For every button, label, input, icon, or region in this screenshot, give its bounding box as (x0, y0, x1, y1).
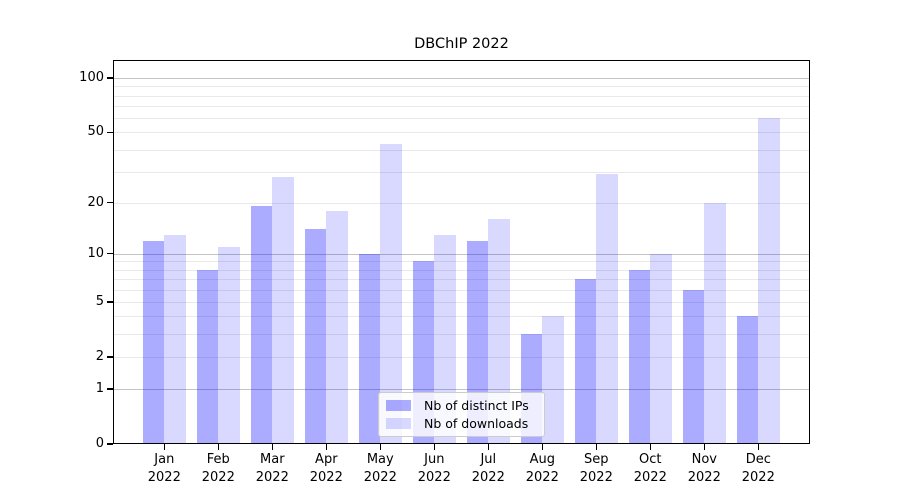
x-tick-mar (271, 444, 273, 450)
gridline-minor-30 (113, 171, 810, 173)
x-tick-apr (325, 444, 327, 450)
x-tick-may (379, 444, 381, 450)
bar-jun-downloads (434, 234, 456, 444)
y-tick-label-50: 50 (87, 124, 104, 140)
x-tick-label-sep: Sep 2022 (579, 452, 613, 485)
gridline-minor-5 (113, 301, 810, 303)
legend-label-downloads: Nb of downloads (424, 416, 529, 431)
bar-apr-downloads (326, 210, 348, 444)
x-tick-feb (217, 444, 219, 450)
bar-dec-distinct-ips (736, 316, 759, 444)
gridline-minor-6 (113, 289, 810, 291)
x-tick-label-oct: Oct 2022 (633, 452, 667, 485)
bar-mar-downloads (272, 177, 294, 444)
bar-apr-distinct-ips (304, 229, 327, 444)
gridline-minor-3 (113, 334, 810, 336)
x-tick-jul (487, 444, 489, 450)
x-tick-aug (541, 444, 543, 450)
gridline-minor-9 (113, 261, 810, 263)
bar-may-distinct-ips (358, 253, 381, 444)
y-tick-label-1: 1 (95, 381, 104, 396)
x-tick-label-dec: Dec 2022 (741, 452, 775, 485)
y-tick-label-100: 100 (79, 70, 104, 85)
gridline-minor-40 (113, 149, 810, 151)
gridline-minor-20 (113, 202, 810, 204)
x-tick-oct (649, 444, 651, 450)
x-tick-sep (595, 444, 597, 450)
y-tick-label-10: 10 (87, 245, 104, 261)
bar-nov-distinct-ips (682, 289, 705, 444)
x-tick-label-may: May 2022 (363, 452, 397, 485)
legend-swatch-downloads (386, 418, 411, 429)
x-tick-label-apr: Apr 2022 (309, 452, 343, 485)
gridline-minor-60 (113, 118, 810, 119)
bar-nov-downloads (704, 202, 726, 444)
bar-oct-downloads (650, 253, 672, 444)
legend-row-downloads: Nb of downloads (379, 416, 544, 431)
y-tick-50 (107, 131, 113, 133)
x-tick-dec (757, 444, 759, 450)
x-tick-label-nov: Nov 2022 (687, 452, 721, 485)
gridline-minor-4 (113, 316, 810, 318)
y-tick-20 (107, 202, 113, 204)
plot-area (113, 60, 810, 444)
gridline-minor-90 (113, 86, 810, 88)
gridline-minor-2 (113, 356, 810, 358)
chart-title: DBChIP 2022 (414, 36, 509, 52)
x-tick-label-jan: Jan 2022 (147, 452, 181, 485)
y-tick-100 (107, 77, 113, 79)
y-tick-label-0: 0 (95, 436, 104, 451)
x-tick-jun (433, 444, 435, 450)
bar-dec-downloads (758, 118, 780, 444)
bar-mar-distinct-ips (250, 206, 273, 444)
bar-aug-downloads (542, 316, 564, 444)
x-tick-label-jul: Jul 2022 (471, 452, 505, 485)
bar-feb-distinct-ips (196, 269, 219, 444)
gridline-major-1 (113, 389, 810, 390)
bar-sep-downloads (596, 174, 618, 444)
bar-jan-downloads (164, 234, 186, 444)
y-tick-0 (107, 443, 113, 445)
gridline-minor-70 (113, 106, 810, 107)
x-tick-label-feb: Feb 2022 (201, 452, 235, 485)
bar-feb-downloads (218, 246, 240, 444)
x-tick-jan (163, 444, 165, 450)
bar-may-downloads (380, 143, 402, 444)
y-tick-5 (107, 301, 113, 303)
bar-jul-downloads (488, 219, 510, 444)
x-tick-label-aug: Aug 2022 (525, 452, 559, 485)
gridline-major-10 (113, 253, 810, 255)
x-tick-label-jun: Jun 2022 (417, 452, 451, 485)
legend-row-distinct-ips: Nb of distinct IPs (379, 398, 544, 413)
y-tick-label-5: 5 (95, 293, 104, 309)
y-tick-10 (107, 253, 113, 255)
y-tick-label-2: 2 (95, 348, 104, 364)
bar-sep-distinct-ips (574, 279, 597, 444)
gridline-major-100 (113, 78, 810, 79)
x-tick-label-mar: Mar 2022 (255, 452, 289, 485)
bar-jan-distinct-ips (142, 240, 165, 444)
x-tick-nov (703, 444, 705, 450)
gridline-minor-7 (113, 279, 810, 281)
y-tick-1 (107, 388, 113, 390)
gridline-minor-50 (113, 132, 810, 134)
legend: Nb of distinct IPs Nb of downloads (378, 392, 545, 437)
y-tick-label-20: 20 (87, 194, 104, 210)
y-tick-2 (107, 356, 113, 358)
gridline-minor-8 (113, 269, 810, 271)
bar-oct-distinct-ips (628, 269, 651, 444)
gridline-minor-80 (113, 95, 810, 97)
legend-label-distinct-ips: Nb of distinct IPs (424, 398, 529, 413)
legend-swatch-distinct-ips (386, 400, 411, 411)
